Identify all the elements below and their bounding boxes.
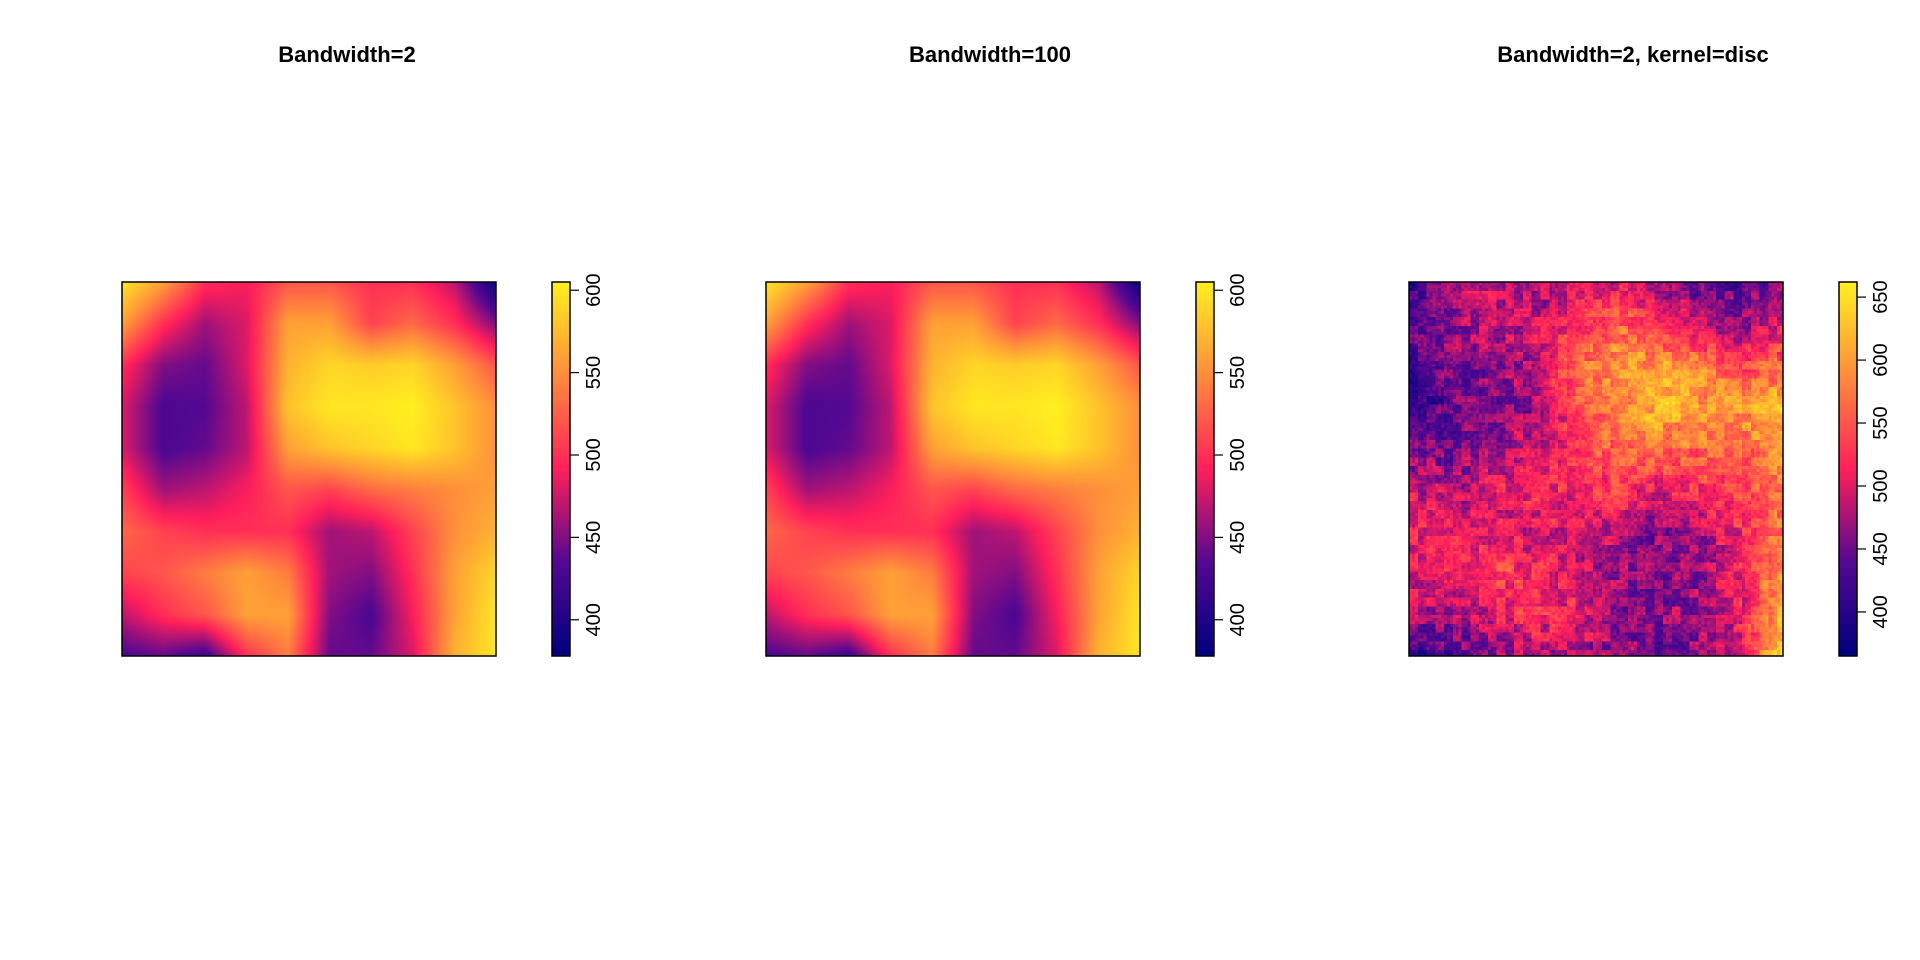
plot-frame [121, 281, 497, 657]
colorbar-tick-label: 600 [1870, 343, 1892, 376]
heatmap-raster [122, 282, 496, 656]
plot-frame [1408, 281, 1784, 657]
colorbar-tick-label: 400 [1227, 603, 1249, 636]
colorbar-tick-label: 650 [1870, 280, 1892, 313]
panel-title: Bandwidth=100 [909, 42, 1071, 67]
colorbar-tick-label: 600 [1227, 274, 1249, 307]
colorbar-tick-label: 500 [1870, 469, 1892, 502]
heatmap-raster [766, 282, 1140, 656]
colorbar-tick-label: 550 [1870, 406, 1892, 439]
panel-1: Bandwidth=2 400 450 500 550 600 [121, 42, 605, 657]
plot-frame [765, 281, 1141, 657]
colorbar [1196, 282, 1214, 656]
colorbar-tick-label: 400 [1870, 595, 1892, 628]
panel-title: Bandwidth=2 [278, 42, 416, 67]
panel-title: Bandwidth=2, kernel=disc [1497, 42, 1768, 67]
colorbar-tick-label: 450 [1227, 521, 1249, 554]
panel-3: Bandwidth=2, kernel=disc 400 450 500 550 600 6… [1408, 42, 1892, 657]
heatmap-raster [1409, 282, 1783, 656]
colorbar-frame [1838, 281, 1858, 657]
colorbar-tick-label: 450 [1870, 532, 1892, 565]
colorbar-tick-label: 550 [1227, 356, 1249, 389]
colorbar-tick-label: 600 [583, 274, 605, 307]
colorbar-tick-label: 500 [1227, 438, 1249, 471]
colorbar-tick-label: 450 [583, 521, 605, 554]
panel-2: Bandwidth=100 400 450 500 550 600 [765, 42, 1249, 657]
colorbar-frame [1195, 281, 1215, 657]
colorbar-tick-label: 500 [583, 438, 605, 471]
colorbar [1839, 282, 1857, 656]
colorbar-tick-label: 550 [583, 356, 605, 389]
colorbar-frame [551, 281, 571, 657]
colorbar-tick-label: 400 [583, 603, 605, 636]
colorbar [552, 282, 570, 656]
